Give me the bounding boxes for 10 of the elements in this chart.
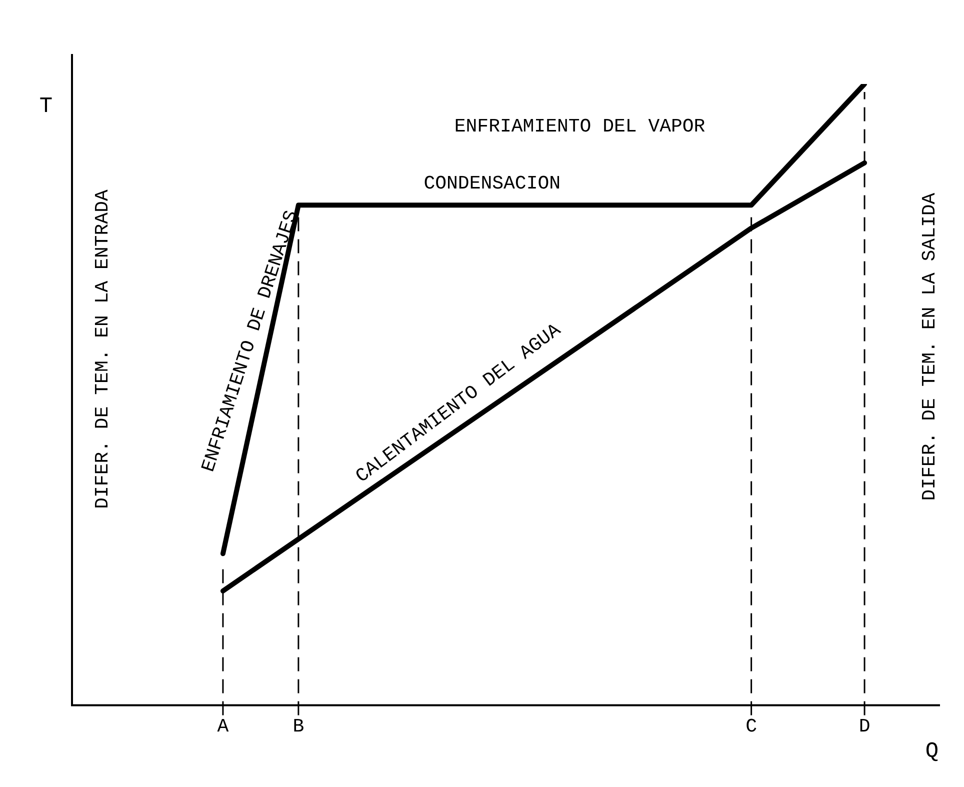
annotation: CONDENSACION	[424, 172, 561, 194]
x-tick-label: A	[217, 716, 230, 738]
y-axis-title: T	[39, 94, 53, 119]
x-tick-label: D	[858, 716, 870, 738]
x-tick-label: B	[292, 716, 304, 738]
annotation: ENFRIAMIENTO DEL VAPOR	[454, 115, 706, 138]
annotation: DIFER. DE TEM. EN LA SALIDA	[918, 192, 941, 501]
x-tick-label: C	[746, 716, 758, 738]
annotation: DIFER. DE TEM. EN LA ENTRADA	[91, 189, 114, 509]
x-axis-title: Q	[925, 739, 939, 764]
